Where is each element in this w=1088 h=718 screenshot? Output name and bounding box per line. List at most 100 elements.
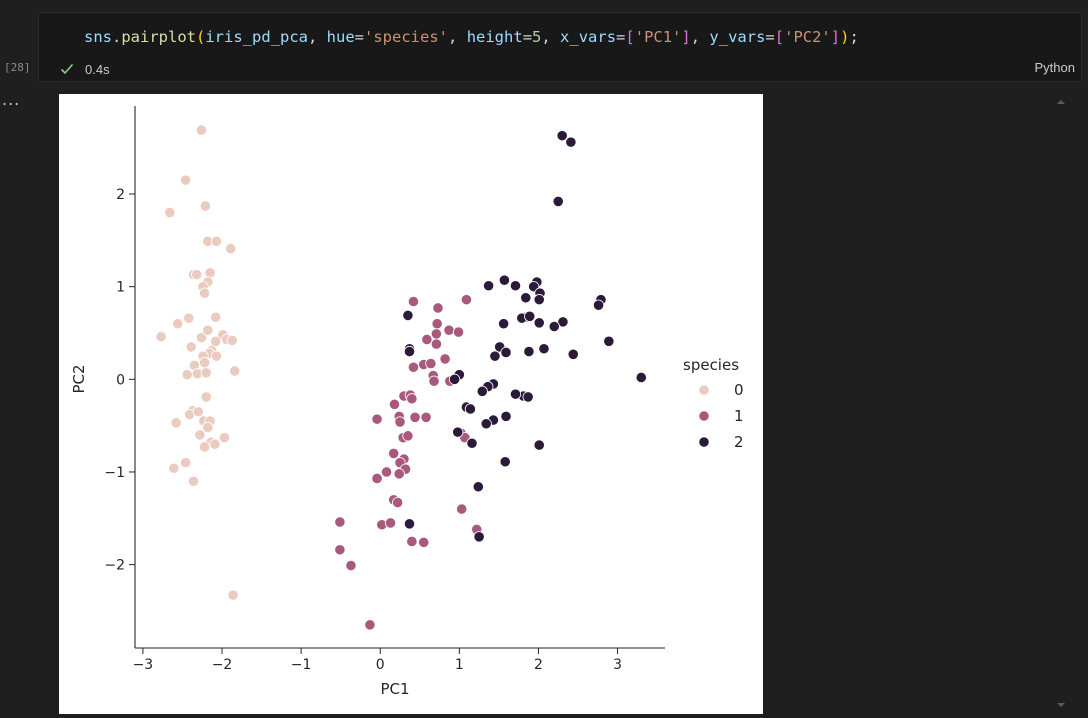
scatter-point [202,324,214,336]
scatter-point [431,318,443,330]
scatter-point [522,391,534,403]
code-token: ( [196,28,206,46]
scatter-point [200,391,212,403]
check-icon [60,63,74,75]
code-token: y_vars [709,28,766,46]
scatter-point [452,326,465,338]
scatter-point [187,475,200,487]
x-tick-label: −3 [133,657,154,673]
scatter-point [185,341,197,353]
legend-label: 1 [734,407,744,425]
x-tick-label: −1 [291,657,312,673]
scatter-point [229,365,241,377]
scatter-point [421,333,433,346]
scatter-point [172,318,184,330]
x-tick-label: 3 [613,657,622,673]
scatter-point [489,350,501,362]
code-token: ] [681,28,691,46]
scatter-point [371,413,383,425]
legend-marker [698,410,710,422]
scatter-point [334,544,346,556]
scatter-point [218,432,230,444]
code-token: = [616,28,626,46]
scatter-point [227,589,239,601]
scatter-point [225,243,237,255]
output-more-actions-button[interactable]: ... [2,90,21,109]
code-token: , [448,28,467,46]
scatter-point [200,367,212,379]
scatter-point [334,516,346,528]
scatter-point [403,345,416,358]
y-tick-label: 2 [116,187,125,203]
scatter-point [364,619,376,631]
scatter-point [371,472,383,485]
scatter-point [509,280,522,292]
y-axis-label: PC2 [70,364,88,393]
execution-time: 0.4s [85,61,110,77]
scatter-point [480,418,492,430]
scatter-point [407,295,420,308]
scatter-point [430,338,442,350]
scatter-point [456,503,468,515]
code-token: x_vars [560,28,617,46]
scatter-point [565,136,577,148]
scatter-point [402,430,414,442]
scatter-point [195,124,208,136]
code-token: . [112,28,122,46]
y-tick-label: 1 [116,280,125,296]
legend-marker [698,436,710,448]
code-token: 5 [532,28,542,46]
scatter-point [210,350,223,362]
code-token: ] [830,28,841,46]
scatter-point [533,294,545,306]
scatter-point [500,410,512,422]
x-axis-label: PC1 [380,680,409,698]
scatter-point [195,332,208,344]
scatter-point [448,373,461,385]
scatter-point [191,269,203,281]
scatter-point [180,457,192,469]
execution-count: [28] [4,61,31,74]
scatter-point [199,357,211,369]
code-token: sns [84,28,112,46]
scroll-down-arrow-icon[interactable] [1055,700,1067,710]
cell-language-label[interactable]: Python [1034,60,1075,75]
legend-marker [698,384,710,396]
scatter-point [498,274,511,286]
scatter-point [180,174,192,186]
scatter-point [393,468,405,480]
scatter-point [552,195,564,208]
scatter-point [394,416,406,428]
cell-status: 0.4s [59,60,110,78]
code-token: = [354,28,365,46]
scatter-point [345,559,357,572]
scatter-point [202,421,214,434]
scatter-point [556,130,568,142]
code-input[interactable]: sns.pairplot(iris_pd_pca, hue='species',… [84,28,859,46]
scatter-point [557,316,569,328]
code-token: , [308,28,327,46]
scatter-point [460,294,473,306]
scatter-point [406,535,418,548]
scatter-point [406,393,418,405]
code-cell[interactable]: sns.pairplot(iris_pd_pca, hue='species',… [38,12,1082,82]
x-tick-label: 2 [534,657,543,673]
scatter-point [425,357,437,370]
code-token: [ [774,28,785,46]
scatter-point [210,311,222,323]
scatter-point [420,411,432,423]
scatter-point [388,398,401,410]
code-token: ; [849,28,859,46]
code-token: height [466,28,523,46]
code-token: , [690,28,710,46]
scatter-point [498,318,510,330]
x-tick-label: 0 [376,657,385,673]
scatter-point [392,496,404,509]
code-token: 'species' [364,28,449,46]
scatter-point [192,406,204,418]
scroll-up-arrow-icon[interactable] [1055,97,1067,107]
scatter-point [603,335,615,347]
scatter-point [428,375,440,387]
scatter-point [409,411,421,423]
y-tick-label: 0 [116,372,125,388]
